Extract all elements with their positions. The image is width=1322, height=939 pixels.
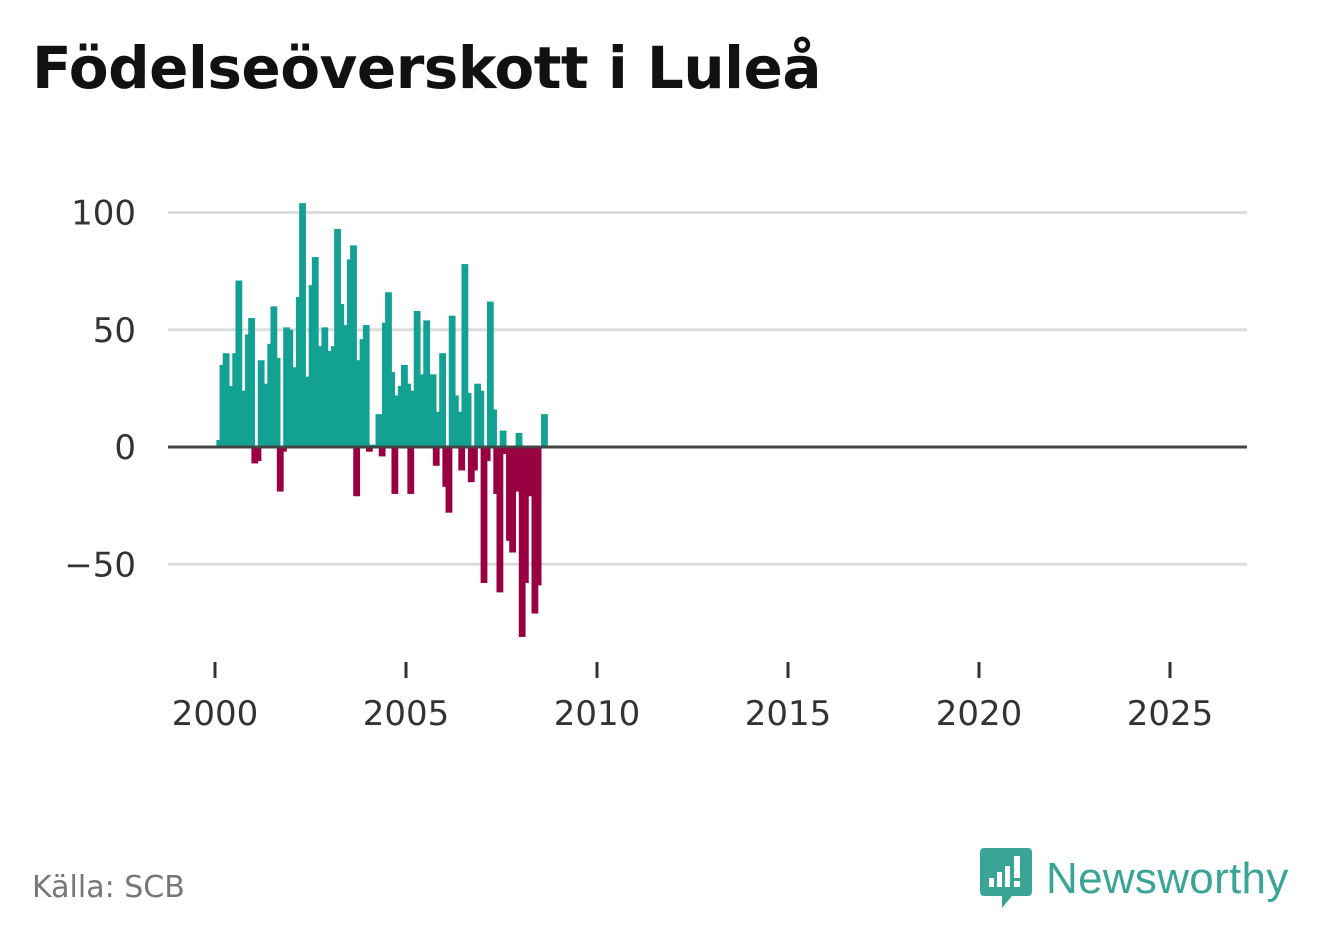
bar xyxy=(455,411,462,447)
x-tick-label: 2025 xyxy=(1127,694,1214,734)
x-tick-label: 2010 xyxy=(554,694,641,734)
bar xyxy=(432,447,440,466)
bar xyxy=(534,447,542,586)
bar xyxy=(404,383,411,447)
y-tick-label: 50 xyxy=(93,311,136,351)
y-tick-label: 0 xyxy=(114,428,136,468)
bar xyxy=(385,292,392,447)
bar xyxy=(388,371,396,447)
bar xyxy=(464,393,472,447)
bar xyxy=(458,447,466,471)
x-tick-label: 2005 xyxy=(363,694,450,734)
x-tick-label: 2015 xyxy=(745,694,832,734)
bar xyxy=(423,320,431,447)
bar xyxy=(496,447,504,593)
chart-title: Födelseöverskott i Luleå xyxy=(32,34,822,102)
bar xyxy=(280,447,287,452)
bar xyxy=(480,447,488,584)
x-axis: 2000 2005 2010 2015 2020 2025 xyxy=(172,662,1214,734)
bar xyxy=(391,447,399,494)
bar xyxy=(350,245,357,447)
bar xyxy=(486,301,494,447)
bar xyxy=(353,447,361,497)
y-axis-labels: 100 50 0 −50 xyxy=(64,194,136,586)
bar xyxy=(541,414,548,447)
bar xyxy=(448,315,456,447)
bar xyxy=(499,430,507,447)
bar xyxy=(324,350,332,447)
bar xyxy=(483,447,491,462)
bar xyxy=(375,414,383,447)
bar xyxy=(365,447,373,452)
bar xyxy=(429,374,437,447)
bar xyxy=(445,447,453,513)
y-tick-label: −50 xyxy=(64,545,136,585)
bar xyxy=(509,447,517,553)
bar xyxy=(260,383,268,447)
x-tick-label: 2020 xyxy=(936,694,1023,734)
bar xyxy=(407,447,415,494)
bar xyxy=(477,390,485,447)
bar xyxy=(276,447,284,492)
bar xyxy=(235,280,243,447)
bar xyxy=(248,318,256,447)
bar xyxy=(521,447,529,584)
bar xyxy=(515,432,523,447)
brand[interactable]: Newsworthy xyxy=(980,848,1289,910)
x-tick-label: 2000 xyxy=(172,694,259,734)
bar xyxy=(512,447,520,492)
bar xyxy=(439,353,447,447)
brand-name: Newsworthy xyxy=(1046,854,1289,903)
bar xyxy=(311,257,319,447)
bars xyxy=(216,203,548,637)
bar xyxy=(471,447,478,471)
bar xyxy=(362,325,370,447)
bar xyxy=(286,329,294,447)
bar xyxy=(273,357,281,447)
source-label: Källa: SCB xyxy=(32,870,185,905)
y-tick-label: 100 xyxy=(71,194,136,234)
bar xyxy=(378,447,386,457)
newsworthy-logo-icon xyxy=(980,848,1032,908)
bar xyxy=(413,310,421,447)
bar xyxy=(254,447,262,462)
bar xyxy=(490,409,497,447)
bar xyxy=(299,203,306,447)
bar xyxy=(461,264,469,447)
